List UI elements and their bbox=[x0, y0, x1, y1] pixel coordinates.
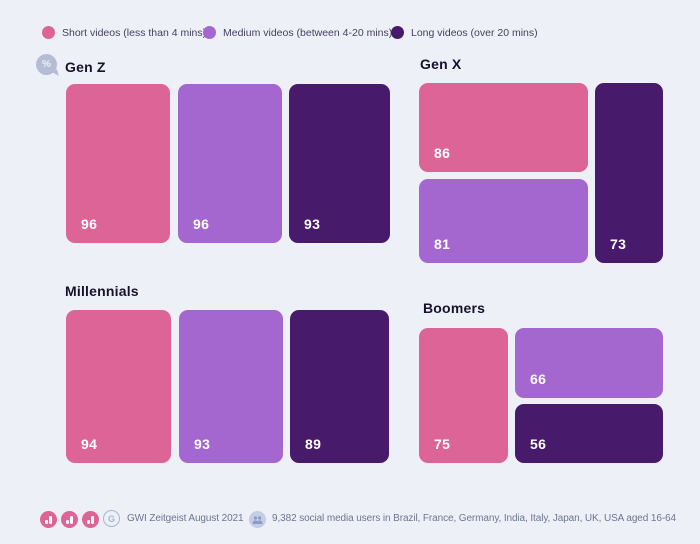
legend-item-medium: Medium videos (between 4-20 mins) bbox=[203, 26, 392, 39]
card-boomers-short: 75 bbox=[419, 328, 508, 463]
card-genx-long: 73 bbox=[595, 83, 663, 263]
card-genx-medium: 81 bbox=[419, 179, 588, 263]
card-boomers-medium: 66 bbox=[515, 328, 663, 398]
audience-label: 9,382 social media users in Brazil, Fran… bbox=[272, 513, 676, 524]
card-millennials-long: 89 bbox=[290, 310, 389, 463]
card-genz-short: 96 bbox=[66, 84, 170, 243]
value-millennials-short: 94 bbox=[81, 436, 98, 452]
section-title-genz: Gen Z bbox=[65, 59, 106, 75]
value-boomers-short: 75 bbox=[434, 436, 451, 452]
value-boomers-medium: 66 bbox=[530, 371, 547, 387]
value-boomers-long: 56 bbox=[530, 436, 547, 452]
bar-chart-glyph bbox=[45, 516, 52, 528]
value-genz-short: 96 bbox=[81, 216, 98, 232]
card-boomers-long: 56 bbox=[515, 404, 663, 463]
bar-chart-glyph bbox=[66, 516, 73, 528]
legend-item-long: Long videos (over 20 mins) bbox=[391, 26, 538, 39]
people-glyph bbox=[252, 515, 263, 524]
section-title-millennials: Millennials bbox=[65, 283, 139, 299]
percent-bubble-icon: % bbox=[36, 54, 57, 75]
source-label: GWI Zeitgeist August 2021 bbox=[127, 513, 244, 524]
bar-chart-glyph bbox=[87, 516, 94, 528]
bar-chart-icon bbox=[61, 511, 78, 528]
card-genz-medium: 96 bbox=[178, 84, 282, 243]
value-genz-medium: 96 bbox=[193, 216, 210, 232]
card-millennials-short: 94 bbox=[66, 310, 171, 463]
card-genx-short: 86 bbox=[419, 83, 588, 172]
value-millennials-long: 89 bbox=[305, 436, 322, 452]
card-genz-long: 93 bbox=[289, 84, 390, 243]
legend-item-short: Short videos (less than 4 mins) bbox=[42, 26, 206, 39]
value-genx-long: 73 bbox=[610, 236, 627, 252]
legend-dot-long bbox=[391, 26, 404, 39]
legend-label-short: Short videos (less than 4 mins) bbox=[62, 26, 207, 39]
section-title-genx: Gen X bbox=[420, 56, 462, 72]
section-title-boomers: Boomers bbox=[423, 300, 486, 316]
bar-chart-icon bbox=[82, 511, 99, 528]
value-genz-long: 93 bbox=[304, 216, 321, 232]
gwi-logo-icon: G bbox=[103, 510, 120, 527]
legend-dot-medium bbox=[203, 26, 216, 39]
bar-chart-icon bbox=[40, 511, 57, 528]
value-genx-medium: 81 bbox=[434, 236, 451, 252]
card-millennials-medium: 93 bbox=[179, 310, 283, 463]
value-millennials-medium: 93 bbox=[194, 436, 211, 452]
legend-label-long: Long videos (over 20 mins) bbox=[411, 26, 538, 39]
legend-label-medium: Medium videos (between 4-20 mins) bbox=[223, 26, 393, 39]
value-genx-short: 86 bbox=[434, 145, 451, 161]
legend-dot-short bbox=[42, 26, 55, 39]
audience-icon bbox=[249, 511, 266, 528]
